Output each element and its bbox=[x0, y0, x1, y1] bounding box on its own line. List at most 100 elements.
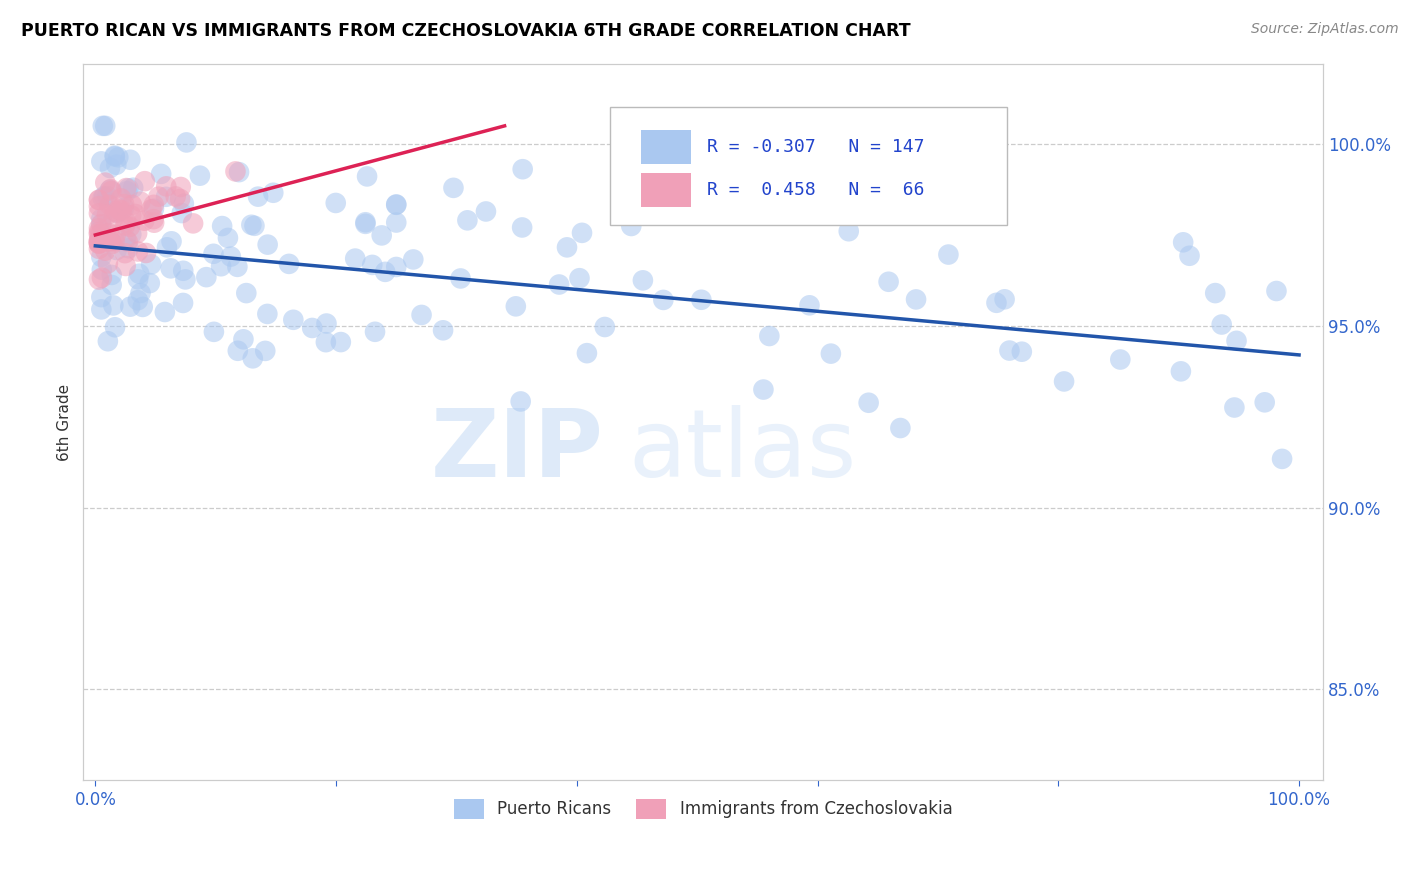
Point bbox=[195, 270, 218, 285]
Point bbox=[858, 396, 880, 410]
Point bbox=[141, 202, 163, 217]
Point bbox=[211, 219, 233, 233]
Point bbox=[135, 246, 157, 260]
Point bbox=[127, 293, 149, 308]
Point bbox=[98, 161, 121, 175]
Point bbox=[94, 244, 117, 258]
Point bbox=[139, 276, 162, 290]
Point bbox=[117, 181, 139, 195]
Point bbox=[87, 235, 110, 250]
Point bbox=[374, 265, 396, 279]
Point bbox=[93, 189, 115, 203]
Point bbox=[1204, 286, 1226, 301]
Point bbox=[243, 219, 266, 233]
Point bbox=[443, 181, 465, 195]
FancyBboxPatch shape bbox=[610, 107, 1007, 225]
Point bbox=[104, 204, 127, 219]
Point bbox=[505, 299, 527, 313]
Point bbox=[100, 182, 122, 196]
Point bbox=[752, 383, 775, 397]
Point bbox=[120, 153, 142, 167]
Point bbox=[555, 240, 578, 254]
Point bbox=[1170, 364, 1192, 378]
Point bbox=[278, 257, 301, 271]
Point bbox=[905, 293, 928, 307]
Point bbox=[104, 149, 127, 163]
Point bbox=[188, 169, 211, 183]
Point bbox=[385, 197, 408, 211]
Text: PUERTO RICAN VS IMMIGRANTS FROM CZECHOSLOVAKIA 6TH GRADE CORRELATION CHART: PUERTO RICAN VS IMMIGRANTS FROM CZECHOSL… bbox=[21, 22, 911, 40]
Point bbox=[1271, 451, 1294, 466]
Point bbox=[90, 232, 112, 246]
Point bbox=[141, 257, 163, 271]
Point bbox=[100, 277, 122, 292]
Point bbox=[90, 211, 112, 226]
Point bbox=[181, 216, 204, 230]
Point bbox=[104, 234, 127, 248]
Point bbox=[87, 234, 110, 248]
Point bbox=[90, 218, 112, 232]
Point bbox=[242, 351, 264, 366]
Point bbox=[101, 236, 124, 251]
Point bbox=[411, 308, 433, 322]
Point bbox=[943, 196, 966, 211]
Point bbox=[87, 225, 110, 239]
Point bbox=[868, 202, 890, 216]
Point bbox=[103, 211, 125, 225]
Point bbox=[90, 227, 112, 241]
Point bbox=[641, 202, 664, 217]
Point bbox=[889, 421, 911, 435]
Point bbox=[96, 189, 118, 203]
Point bbox=[115, 215, 138, 229]
Point bbox=[235, 286, 257, 301]
Point bbox=[87, 272, 110, 286]
Bar bbox=[641, 130, 690, 164]
Point bbox=[247, 189, 270, 203]
Point bbox=[90, 302, 112, 317]
Point bbox=[98, 234, 121, 248]
Point bbox=[87, 242, 110, 256]
Point bbox=[112, 197, 135, 211]
Point bbox=[143, 216, 166, 230]
Point bbox=[1053, 375, 1076, 389]
Point bbox=[94, 119, 117, 133]
Point bbox=[159, 261, 181, 276]
Point bbox=[87, 235, 110, 249]
Point bbox=[98, 227, 121, 241]
Point bbox=[142, 198, 165, 212]
Point bbox=[329, 334, 352, 349]
Point bbox=[134, 174, 156, 188]
Point bbox=[98, 198, 121, 212]
Point bbox=[432, 323, 454, 337]
Point bbox=[87, 193, 110, 207]
Point bbox=[134, 213, 156, 227]
Point bbox=[121, 198, 143, 212]
Text: atlas: atlas bbox=[628, 405, 858, 497]
Point bbox=[877, 275, 900, 289]
Point bbox=[364, 325, 387, 339]
Point bbox=[385, 260, 408, 274]
Point bbox=[105, 243, 128, 257]
Point bbox=[232, 332, 254, 346]
Point bbox=[127, 226, 149, 240]
Point bbox=[165, 189, 187, 203]
Point bbox=[986, 295, 1008, 310]
Point bbox=[354, 215, 377, 229]
Point bbox=[87, 199, 110, 213]
Point bbox=[87, 221, 110, 235]
Text: ZIP: ZIP bbox=[432, 405, 605, 497]
Point bbox=[1211, 318, 1233, 332]
Point bbox=[104, 148, 127, 162]
Point bbox=[690, 293, 713, 307]
Point bbox=[120, 300, 142, 314]
Point bbox=[571, 226, 593, 240]
Point bbox=[143, 202, 166, 216]
Point bbox=[105, 158, 128, 172]
Point bbox=[128, 267, 150, 281]
Point bbox=[1225, 334, 1247, 348]
Point bbox=[120, 208, 142, 222]
Point bbox=[450, 271, 472, 285]
Point bbox=[174, 272, 197, 286]
Point bbox=[115, 181, 138, 195]
Point bbox=[155, 179, 177, 194]
